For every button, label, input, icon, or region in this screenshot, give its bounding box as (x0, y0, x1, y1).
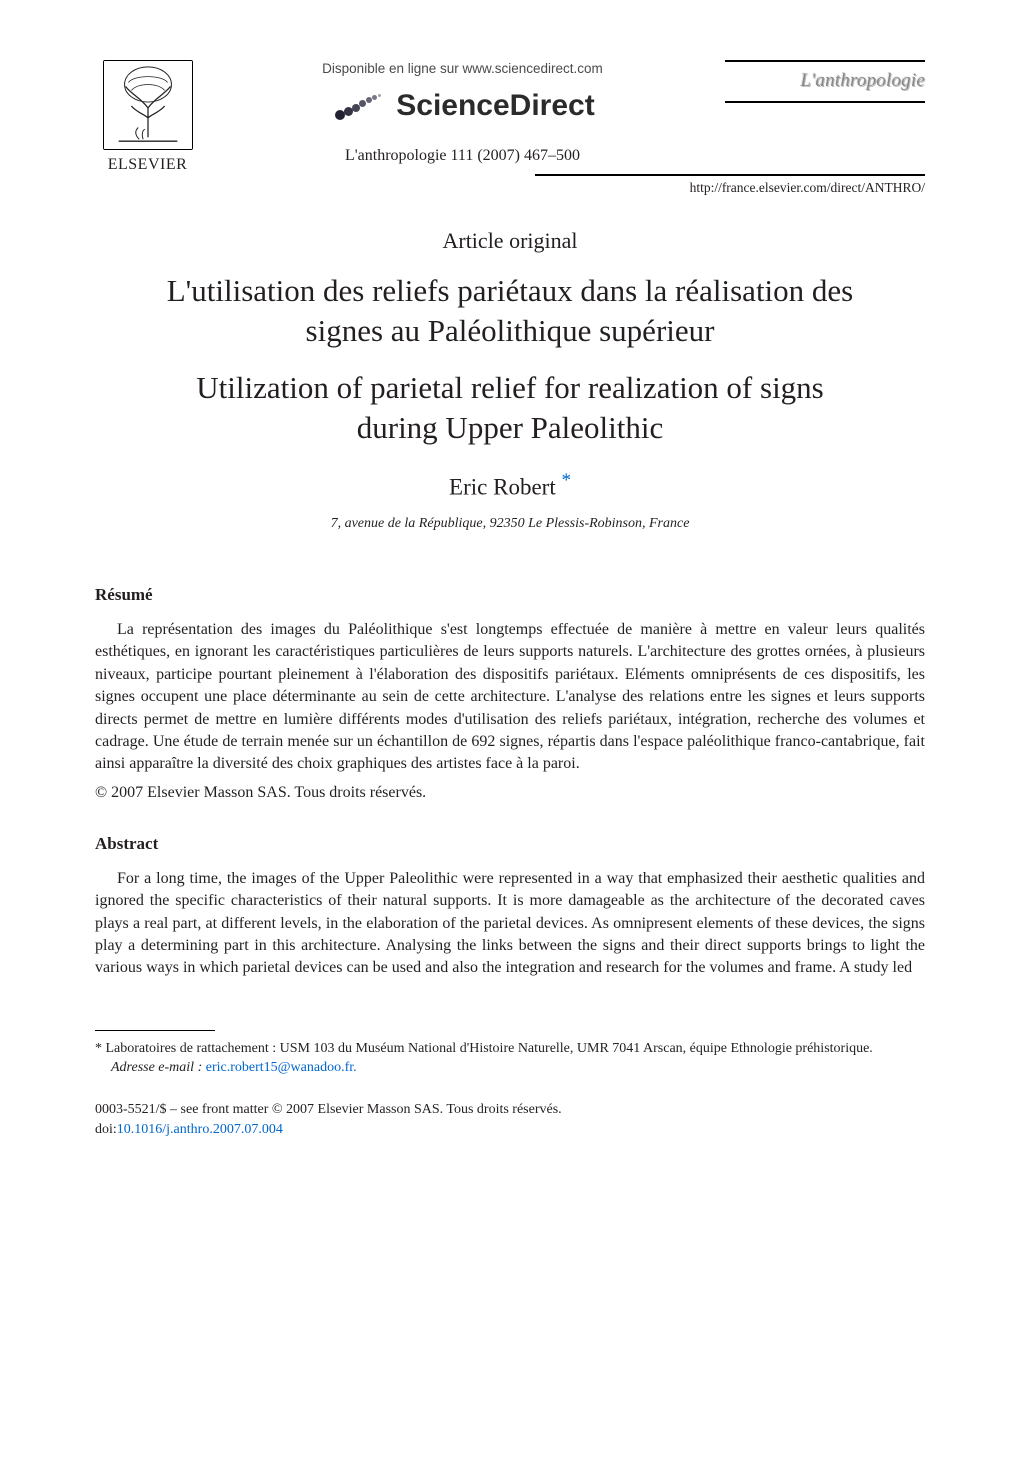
journal-citation: L'anthropologie 111 (2007) 467–500 (345, 145, 580, 167)
journal-url: http://france.elsevier.com/direct/ANTHRO… (535, 174, 925, 198)
sciencedirect-text: ScienceDirect (396, 85, 594, 127)
title-en-line1: Utilization of parietal relief for reali… (196, 370, 824, 405)
availability-text: Disponible en ligne sur www.sciencedirec… (322, 60, 603, 79)
resume-heading: Résumé (95, 583, 925, 607)
doi-value: 10.1016/j.anthro.2007.07.004 (117, 1122, 283, 1137)
footnote-affiliation: * Laboratoires de rattachement : USM 103… (95, 1041, 873, 1056)
journal-brand-box: L'anthropologie (725, 60, 925, 103)
article-title-fr: L'utilisation des reliefs pariétaux dans… (95, 271, 925, 350)
bottom-block: 0003-5521/$ – see front matter © 2007 El… (95, 1100, 925, 1139)
footnote-email-link[interactable]: eric.robert15@wanadoo.fr. (206, 1060, 357, 1075)
doi-row: doi:10.1016/j.anthro.2007.07.004 (95, 1120, 925, 1140)
doi-prefix: doi: (95, 1122, 117, 1137)
header-center: Disponible en ligne sur www.sciencedirec… (200, 60, 725, 167)
sciencedirect-logo: ScienceDirect (330, 85, 594, 127)
abstract-text: For a long time, the images of the Upper… (95, 868, 925, 980)
title-fr-line1: L'utilisation des reliefs pariétaux dans… (167, 273, 854, 308)
resume-text: La représentation des images du Paléolit… (95, 619, 925, 776)
journal-brand-text: L'anthropologie (800, 70, 925, 91)
author-name: Eric Robert (449, 474, 556, 499)
abstract-heading: Abstract (95, 832, 925, 856)
footnote-email-row: Adresse e-mail : eric.robert15@wanadoo.f… (95, 1058, 925, 1078)
title-fr-line2: signes au Paléolithique supérieur (306, 313, 715, 348)
header-url-row: http://france.elsevier.com/direct/ANTHRO… (95, 170, 925, 198)
article-type: Article original (95, 226, 925, 257)
title-en-line2: during Upper Paleolithic (357, 410, 664, 445)
article-title-en: Utilization of parietal relief for reali… (95, 368, 925, 447)
author-line: Eric Robert * (95, 468, 925, 504)
header-right: L'anthropologie (725, 60, 925, 125)
footnote-block: * Laboratoires de rattachement : USM 103… (95, 1039, 925, 1078)
footnote-rule (95, 1030, 215, 1031)
abstract-body: For a long time, the images of the Upper… (95, 868, 925, 980)
elsevier-tree-icon (103, 60, 193, 150)
author-affiliation: 7, avenue de la République, 92350 Le Ple… (95, 514, 925, 534)
footnote-email-label: Adresse e-mail : (111, 1060, 202, 1075)
header-row: ELSEVIER Disponible en ligne sur www.sci… (95, 60, 925, 176)
resume-body: La représentation des images du Paléolit… (95, 619, 925, 776)
bottom-copyright-line: 0003-5521/$ – see front matter © 2007 El… (95, 1100, 925, 1120)
publisher-logo-block: ELSEVIER (95, 60, 200, 176)
publisher-name: ELSEVIER (108, 154, 188, 176)
author-footnote-mark: * (561, 470, 571, 491)
sciencedirect-swoosh-icon (330, 92, 386, 120)
resume-copyright: © 2007 Elsevier Masson SAS. Tous droits … (95, 782, 925, 804)
